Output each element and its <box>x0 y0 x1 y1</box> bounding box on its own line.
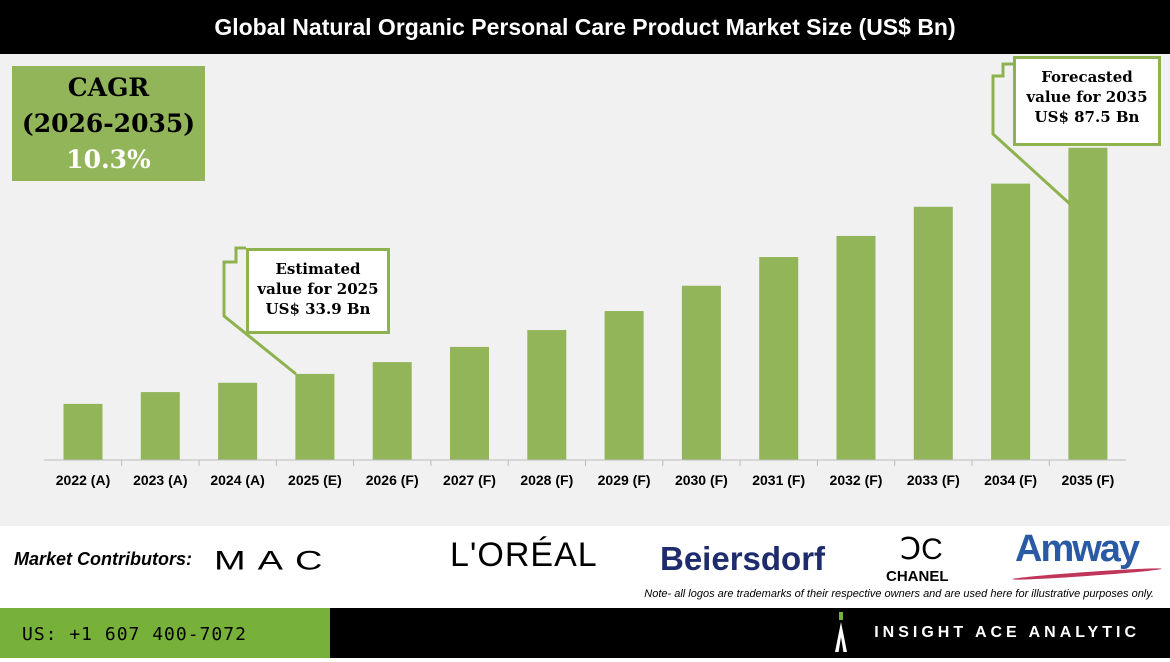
x-tick-label: 2030 (F) <box>675 472 728 488</box>
x-tick-label: 2033 (F) <box>907 472 960 488</box>
forecasted-callout-connector <box>991 62 1072 206</box>
mac-logo: MAC <box>214 546 335 576</box>
footer-phone: US: +1 607 400-7072 <box>0 608 330 658</box>
loreal-logo: L'ORÉAL <box>450 536 598 574</box>
x-tick-label: 2032 (F) <box>830 472 883 488</box>
bar-2030 <box>681 285 721 460</box>
amway-logo: Amway <box>1015 528 1140 570</box>
market-contributors: Market Contributors: MAC L'ORÉAL Beiersd… <box>0 526 1170 608</box>
beiersdorf-logo: Beiersdorf <box>660 540 826 577</box>
x-tick-label: 2024 (A) <box>210 472 264 488</box>
chart-panel: 2022 (A) 2023 (A) 2024 (A) 2025 (E) 2026 (F)… <box>0 54 1170 526</box>
bar-2033 <box>913 206 953 460</box>
bar-2029 <box>604 311 644 460</box>
callout-line: Estimated <box>275 260 361 278</box>
x-tick-label: 2025 (E) <box>288 472 342 488</box>
contributors-label: Market Contributors: <box>14 549 193 569</box>
bar-2023 <box>140 392 180 460</box>
chanel-cc-icon: ↃC <box>900 533 943 566</box>
x-tick-label: 2029 (F) <box>598 472 651 488</box>
bar-2025 <box>295 373 335 460</box>
trademark-note: Note- all logos are trademarks of their … <box>644 588 1154 600</box>
estimated-callout: Estimated value for 2025 US$ 33.9 Bn <box>246 248 390 334</box>
bar-2031 <box>759 257 799 460</box>
cagr-period: (2026-2035) <box>21 109 196 138</box>
bar-chart: 2022 (A) 2023 (A) 2024 (A) 2025 (E) 2026 (F)… <box>44 62 1126 488</box>
x-tick-label: 2026 (F) <box>366 472 419 488</box>
callout-line: Forecasted <box>1041 68 1133 86</box>
x-tick-label: 2022 (A) <box>56 472 110 488</box>
cagr-value: 10.3% <box>66 145 151 174</box>
x-tick-label: 2028 (F) <box>520 472 573 488</box>
bar-2032 <box>836 235 876 460</box>
bar-2026 <box>372 362 412 460</box>
footer-brand-bar: INSIGHT ACE ANALYTIC <box>330 608 1170 658</box>
estimated-callout-connector <box>222 246 297 376</box>
chanel-logo: CHANEL <box>886 568 949 585</box>
callout-line: value for 2025 <box>257 280 379 298</box>
chart-title: Global Natural Organic Personal Care Pro… <box>0 0 1170 54</box>
brand-name: INSIGHT ACE ANALYTIC <box>874 624 1140 641</box>
forecasted-callout: Forecasted value for 2035 US$ 87.5 Bn <box>1013 56 1161 146</box>
bar-2034 <box>991 183 1031 460</box>
callout-line: value for 2035 <box>1026 88 1148 106</box>
bar-2028 <box>527 330 567 460</box>
callout-value: US$ 33.9 Bn <box>265 300 371 318</box>
bar-2022 <box>63 403 103 460</box>
x-tick-label: 2034 (F) <box>984 472 1037 488</box>
x-tick-label: 2035 (F) <box>1061 472 1114 488</box>
insight-ace-logo-icon <box>835 612 847 652</box>
bar-2035 <box>1068 147 1108 460</box>
x-tick-label: 2023 (A) <box>133 472 187 488</box>
cagr-box: CAGR (2026-2035) 10.3% <box>12 66 205 181</box>
bar-2024 <box>218 382 258 460</box>
callout-value: US$ 87.5 Bn <box>1034 108 1140 126</box>
cagr-label: CAGR <box>67 73 150 102</box>
bar-2027 <box>450 346 489 460</box>
x-tick-label: 2027 (F) <box>443 472 496 488</box>
x-tick-label: 2031 (F) <box>752 472 805 488</box>
